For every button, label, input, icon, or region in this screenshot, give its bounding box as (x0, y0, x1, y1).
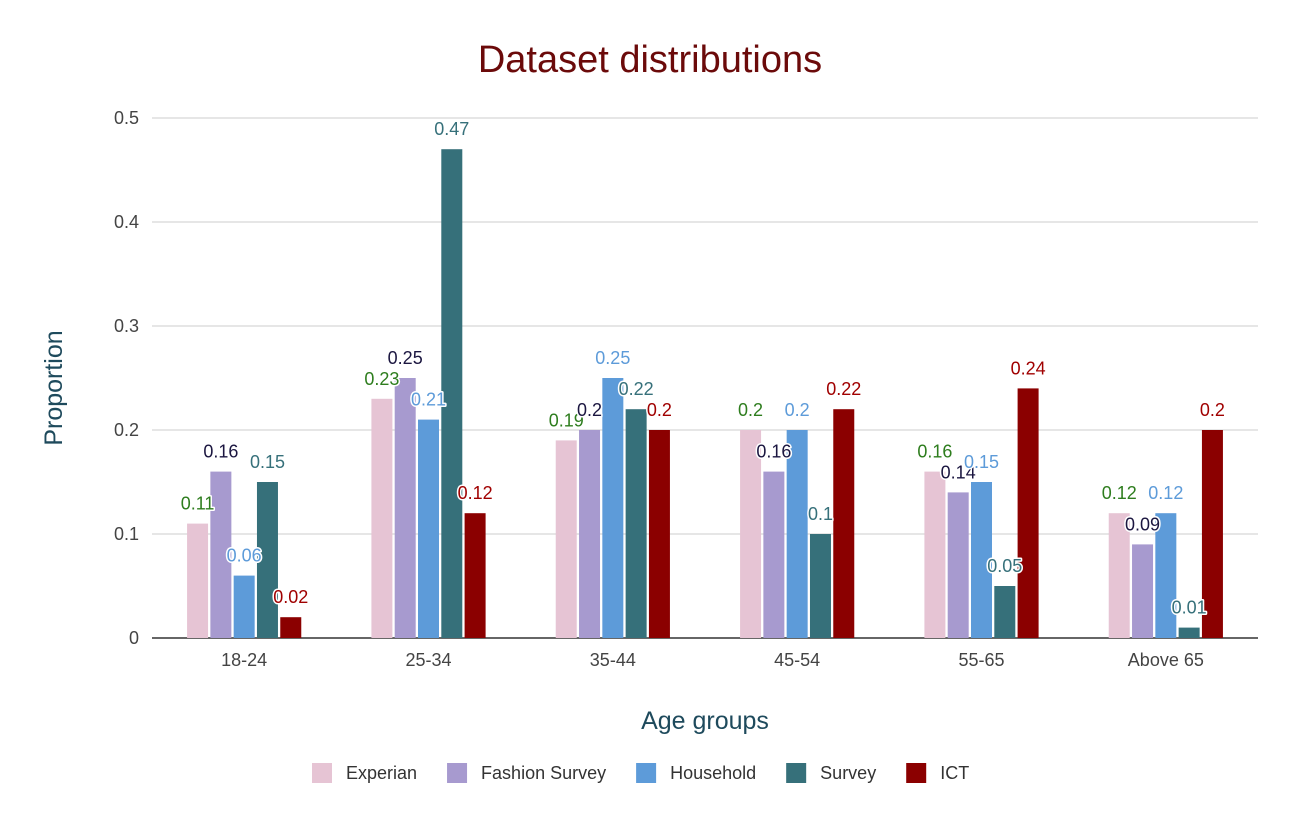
bar (418, 419, 439, 638)
data-label: 0.2 (785, 400, 810, 420)
data-label: 0.02 (273, 587, 308, 607)
bar (1201, 430, 1223, 638)
bar (394, 378, 416, 638)
bar (555, 440, 577, 638)
bar (187, 523, 209, 638)
y-tick-label: 0.2 (114, 420, 139, 440)
x-tick-label: 18-24 (221, 650, 267, 670)
y-tick-label: 0.5 (114, 108, 139, 128)
bar (464, 513, 486, 638)
data-label: 0.22 (619, 379, 654, 399)
y-tick-label: 0.3 (114, 316, 139, 336)
data-label: 0.16 (917, 442, 952, 462)
data-label: 0.1 (808, 504, 833, 524)
data-labels: 0.110.160.060.150.020.230.250.210.470.12… (179, 118, 1226, 619)
data-label: 0.21 (411, 390, 446, 410)
x-tick-label: Above 65 (1128, 650, 1204, 670)
bar (809, 534, 831, 638)
bar (924, 471, 946, 638)
chart-title: Dataset distributions (478, 39, 822, 81)
data-label: 0.12 (1148, 483, 1183, 503)
gridlines (152, 117, 1258, 639)
legend-label: Experian (346, 763, 417, 783)
bar (625, 409, 647, 638)
legend-label: ICT (940, 763, 969, 783)
data-label: 0.14 (941, 462, 976, 482)
data-label: 0.15 (250, 452, 285, 472)
bar (833, 409, 855, 638)
x-axis-tick-labels: 18-24 25-34 35-44 45-54 55-65 Above 65 (221, 650, 1204, 670)
bar (256, 482, 278, 638)
bar (579, 430, 601, 638)
bar (441, 149, 463, 638)
y-axis-tick-labels: 0 0.1 0.2 0.3 0.4 0.5 (114, 108, 139, 648)
data-label: 0.16 (756, 442, 791, 462)
bar (994, 586, 1016, 638)
legend-label: Household (670, 763, 756, 783)
legend-swatch (906, 763, 927, 783)
bar (740, 430, 762, 638)
data-label: 0.15 (964, 452, 999, 472)
bar (210, 471, 232, 638)
legend-label: Fashion Survey (481, 763, 606, 783)
data-label: 0.01 (1172, 598, 1207, 618)
bar (233, 575, 255, 638)
data-label: 0.12 (1102, 483, 1137, 503)
data-label: 0.09 (1125, 514, 1160, 534)
x-axis-title: Age groups (641, 707, 769, 735)
bar (947, 492, 969, 638)
x-tick-label: 55-65 (958, 650, 1004, 670)
data-label: 0.2 (647, 400, 672, 420)
data-label: 0.25 (388, 348, 423, 368)
legend-swatch (447, 763, 468, 783)
legend-swatch (312, 763, 332, 783)
y-tick-label: 0 (129, 628, 139, 648)
x-tick-label: 35-44 (590, 650, 636, 670)
bars (187, 149, 1223, 638)
y-tick-label: 0.4 (114, 212, 139, 232)
y-axis-title: Proportion (40, 330, 68, 445)
bar (786, 430, 808, 638)
data-label: 0.19 (549, 410, 584, 430)
bar (1108, 513, 1130, 638)
data-label: 0.22 (826, 379, 861, 399)
data-label: 0.24 (1011, 358, 1046, 378)
legend: Experian Fashion Survey Household Survey ICT (312, 763, 969, 783)
bar (1017, 388, 1039, 638)
bar (602, 378, 624, 638)
legend-swatch (636, 763, 657, 783)
x-tick-label: 25-34 (405, 650, 451, 670)
bar (1178, 627, 1200, 638)
bar (371, 398, 393, 638)
legend-swatch (786, 763, 807, 783)
x-tick-label: 45-54 (774, 650, 820, 670)
data-label: 0.2 (1200, 400, 1225, 420)
bar (763, 471, 785, 638)
bar (1155, 513, 1177, 638)
data-label: 0.16 (203, 442, 238, 462)
y-tick-label: 0.1 (114, 524, 139, 544)
data-label: 0.47 (434, 119, 469, 139)
data-label: 0.05 (987, 556, 1022, 576)
data-label: 0.12 (458, 483, 493, 503)
bar (648, 430, 670, 638)
bar (280, 617, 302, 638)
data-label: 0.2 (738, 400, 763, 420)
bar (971, 482, 992, 638)
data-label: 0.23 (364, 369, 399, 389)
data-label: 0.06 (227, 546, 262, 566)
bar (1132, 544, 1154, 638)
data-label: 0.11 (181, 494, 215, 514)
data-label: 0.25 (595, 348, 630, 368)
data-label: 0.2 (577, 400, 602, 420)
legend-label: Survey (820, 763, 876, 783)
